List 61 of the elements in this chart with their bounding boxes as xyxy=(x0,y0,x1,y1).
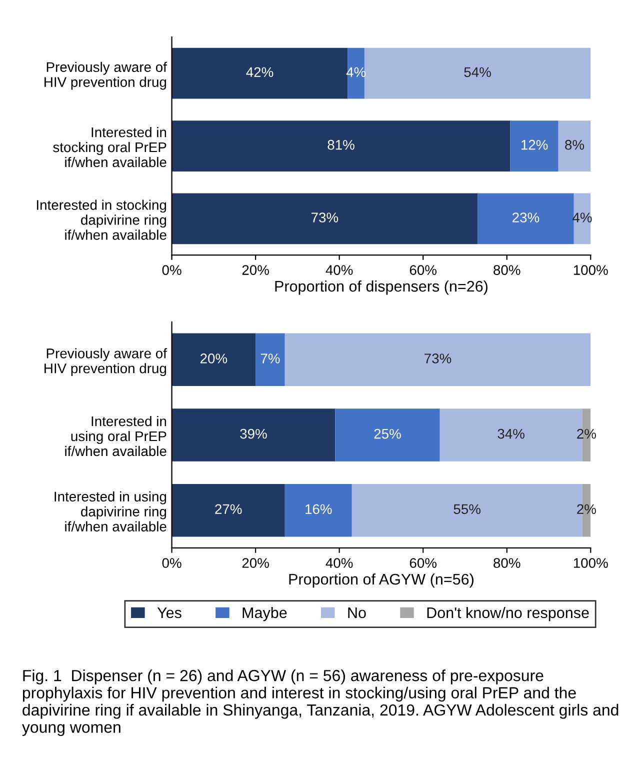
x-tick-label: 80% xyxy=(494,265,520,275)
bar xyxy=(364,48,591,99)
data-label: 23% xyxy=(512,212,540,222)
legend-label: Maybe xyxy=(242,606,287,622)
x-axis-title: Proportion of AGYW (n=56) xyxy=(289,573,474,588)
data-label: 39% xyxy=(240,428,267,439)
x-tick-label: 80% xyxy=(494,558,520,568)
data-label: 27% xyxy=(215,504,242,514)
data-label: 12% xyxy=(521,140,548,150)
x-tick-label: 40% xyxy=(326,265,353,275)
x-tick-label: 100% xyxy=(574,558,608,568)
x-tick-label: 60% xyxy=(410,558,437,568)
data-label: 73% xyxy=(311,212,338,222)
data-label: 25% xyxy=(374,428,401,439)
bar xyxy=(574,193,591,244)
bar xyxy=(284,484,352,537)
data-label: 7% xyxy=(260,354,280,364)
bar xyxy=(558,120,591,172)
y-tick-label: Interested in stocking dapivirine ring if/when available xyxy=(36,200,166,240)
x-tick-label: 0% xyxy=(162,558,182,568)
data-label: 2% xyxy=(577,504,596,514)
bar xyxy=(172,193,478,244)
bar xyxy=(478,193,574,244)
x-axis-title: Proportion of dispensers (n=26) xyxy=(275,280,488,295)
caption: Fig. 1 Dispenser (n = 26) and AGYW (n = 56) awareness of pre-exposure prophylaxis for HIV prevention and interest in stocking/using oral PrEP and the dapivirine ring if available in Shinyanga, Tanzania, 2019. AGYW Adolescent girls and young women xyxy=(22,670,618,736)
legend-label: Don't know/no response xyxy=(427,606,589,622)
data-label: 16% xyxy=(306,504,332,514)
bar xyxy=(256,333,285,386)
bar xyxy=(284,333,591,386)
bar xyxy=(172,48,348,99)
bar xyxy=(172,333,256,386)
bar xyxy=(172,120,510,172)
data-label: 42% xyxy=(246,67,274,78)
data-label: 20% xyxy=(200,354,228,364)
x-tick-label: 60% xyxy=(410,265,437,275)
y-tick-label: Interested in using oral PrEP if/when available xyxy=(65,416,166,456)
data-label: 4% xyxy=(572,212,592,222)
x-tick-label: 20% xyxy=(242,265,269,275)
legend-label: Yes xyxy=(157,608,182,618)
data-label: 54% xyxy=(464,67,491,78)
y-tick-label: Previously aware of HIV prevention drug xyxy=(44,348,167,376)
x-tick-label: 40% xyxy=(326,558,353,568)
data-label: 55% xyxy=(454,504,480,514)
y-tick-label: Previously aware of HIV prevention drug xyxy=(44,62,167,90)
legend-label: No xyxy=(348,608,366,618)
y-tick-label: Interested in stocking oral PrEP if/when available xyxy=(53,127,166,168)
x-tick-label: 100% xyxy=(574,265,608,275)
bar xyxy=(172,408,336,462)
bar xyxy=(172,484,285,537)
data-label: 2% xyxy=(577,428,596,439)
data-label: 81% xyxy=(328,140,354,150)
data-label: 73% xyxy=(424,354,452,364)
data-label: 34% xyxy=(498,428,524,439)
bar xyxy=(348,48,364,99)
x-tick-label: 20% xyxy=(242,558,269,568)
bar xyxy=(510,120,558,172)
data-label: 4% xyxy=(346,67,366,78)
data-label: 8% xyxy=(565,140,584,150)
y-tick-label: Interested in using dapivirine ring if/when available xyxy=(54,491,166,532)
x-tick-label: 0% xyxy=(162,265,182,275)
bar xyxy=(335,408,440,462)
